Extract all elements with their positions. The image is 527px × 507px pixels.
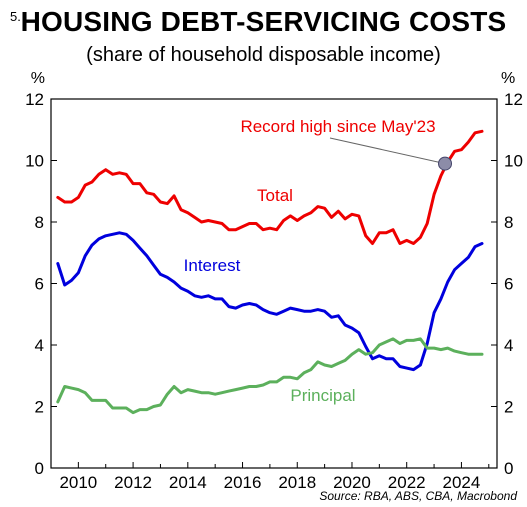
y-tick-label-right: 10 xyxy=(504,152,523,171)
series-label-interest: Interest xyxy=(184,256,241,275)
series-label-total: Total xyxy=(257,186,293,205)
y-tick-label-left: 8 xyxy=(35,213,44,232)
x-tick-label: 2024 xyxy=(443,473,481,492)
annotation-record-high: Record high since May'23 xyxy=(240,117,435,136)
y-tick-label-left: 10 xyxy=(25,152,44,171)
source-note: Source: RBA, ABS, CBA, Macrobond xyxy=(319,489,517,503)
y-tick-label-left: 4 xyxy=(35,336,44,355)
y-tick-label-left: 12 xyxy=(25,90,44,109)
x-tick-label: 2014 xyxy=(169,473,207,492)
x-tick-label: 2020 xyxy=(333,473,371,492)
chart-subtitle: (share of household disposable income) xyxy=(86,44,441,66)
y-tick-label-right: 12 xyxy=(504,90,523,109)
y-tick-label-left: 6 xyxy=(35,275,44,294)
y-unit-left: % xyxy=(31,70,45,87)
figure-number: 5. xyxy=(10,9,21,24)
y-tick-label-left: 2 xyxy=(35,398,44,417)
y-tick-label-right: 2 xyxy=(504,398,513,417)
x-tick-label: 2012 xyxy=(114,473,152,492)
series-line-principal xyxy=(56,337,484,415)
y-tick-label-right: 6 xyxy=(504,275,513,294)
x-tick-label: 2010 xyxy=(59,473,97,492)
series-label-principal: Principal xyxy=(290,386,355,405)
y-tick-label-right: 8 xyxy=(504,213,513,232)
x-tick-label: 2022 xyxy=(388,473,426,492)
annotation-leader-line xyxy=(329,137,446,165)
y-tick-label-right: 4 xyxy=(504,336,513,355)
series-line-total xyxy=(56,129,484,245)
plot-frame xyxy=(50,98,498,469)
y-unit-right: % xyxy=(501,70,515,87)
y-tick-label-right: 0 xyxy=(504,459,513,478)
record-high-marker xyxy=(438,156,453,171)
chart-title: HOUSING DEBT-SERVICING COSTS xyxy=(20,6,507,37)
y-tick-label-left: 0 xyxy=(35,459,44,478)
x-tick-label: 2018 xyxy=(278,473,316,492)
series-line-interest xyxy=(56,231,484,372)
x-tick-label: 2016 xyxy=(224,473,262,492)
